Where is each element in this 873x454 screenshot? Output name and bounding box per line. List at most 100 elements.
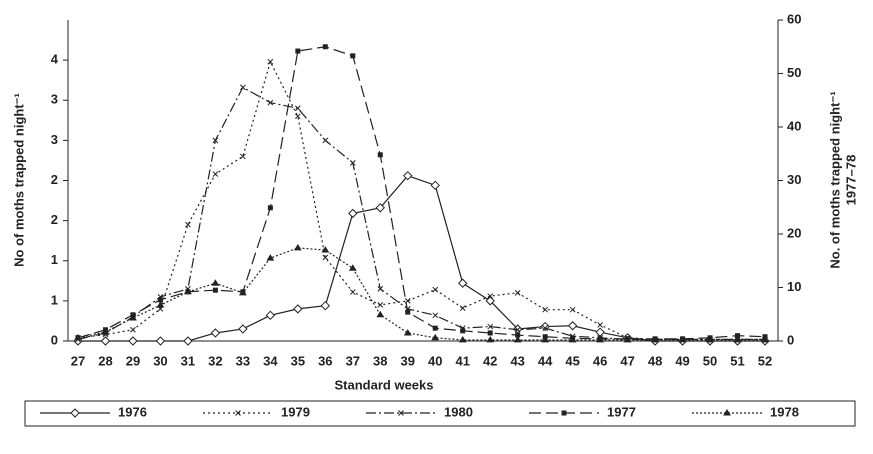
marker xyxy=(430,180,440,191)
marker xyxy=(100,336,111,346)
marker xyxy=(128,336,138,346)
legend-marker xyxy=(235,410,241,416)
marker xyxy=(403,329,412,336)
marker xyxy=(212,137,219,144)
marker xyxy=(210,328,221,338)
y2-tick-label: 0 xyxy=(787,332,794,347)
marker xyxy=(156,301,165,308)
y-axis-title: No of moths trapped night⁻¹ xyxy=(11,93,26,267)
x-tick-label: 30 xyxy=(153,353,167,368)
marker xyxy=(350,53,356,59)
x-tick-label: 32 xyxy=(208,353,222,368)
x-tick-label: 34 xyxy=(263,353,278,368)
marker xyxy=(74,333,82,341)
legend-label: 1977 xyxy=(607,404,636,419)
x-tick-label: 42 xyxy=(483,353,497,368)
marker xyxy=(458,278,468,288)
y-tick-label: 2 xyxy=(51,212,58,227)
y2-tick-label: 30 xyxy=(787,172,801,187)
marker xyxy=(212,287,218,293)
marker xyxy=(238,324,248,334)
marker xyxy=(377,285,384,292)
x-tick-label: 37 xyxy=(346,353,360,368)
marker xyxy=(130,326,136,333)
marker xyxy=(514,326,521,333)
marker xyxy=(432,325,438,331)
marker xyxy=(322,137,329,144)
marker xyxy=(212,171,219,177)
x-tick-label: 44 xyxy=(538,353,553,368)
marker xyxy=(377,152,383,158)
marker xyxy=(267,205,273,211)
marker xyxy=(293,304,303,314)
marker xyxy=(542,306,549,313)
x-tick-label: 46 xyxy=(593,353,607,368)
x-tick-label: 48 xyxy=(648,353,662,368)
x-tick-label: 51 xyxy=(730,353,744,368)
y2-tick-label: 20 xyxy=(787,225,801,240)
series-line xyxy=(77,46,766,340)
marker xyxy=(432,312,439,319)
y-tick-label: 1 xyxy=(51,252,58,267)
marker xyxy=(322,254,329,261)
marker xyxy=(238,288,247,296)
marker xyxy=(431,333,440,341)
legend-marker xyxy=(398,410,404,416)
x-tick-label: 49 xyxy=(675,353,689,368)
marker xyxy=(513,335,522,343)
y2-axis-title: 1977–78 xyxy=(843,155,858,206)
marker xyxy=(487,293,494,299)
x-tick-label: 47 xyxy=(620,353,634,368)
series-line xyxy=(77,60,765,340)
marker xyxy=(348,208,358,219)
x-axis-title: Standard weeks xyxy=(335,377,434,392)
marker xyxy=(266,254,275,261)
marker xyxy=(597,322,603,328)
marker xyxy=(183,336,193,346)
marker xyxy=(733,335,742,343)
marker xyxy=(487,323,494,330)
marker xyxy=(623,335,632,343)
marker xyxy=(595,327,605,337)
marker xyxy=(101,327,110,335)
marker xyxy=(240,153,246,160)
marker xyxy=(321,246,330,253)
marker xyxy=(293,243,302,251)
x-tick-label: 45 xyxy=(565,353,579,368)
legend-marker xyxy=(723,409,731,416)
marker xyxy=(320,300,331,311)
legend-marker xyxy=(70,408,80,418)
marker xyxy=(294,105,301,112)
legend-label: 1978 xyxy=(770,404,799,419)
marker xyxy=(240,84,246,91)
x-tick-label: 38 xyxy=(373,353,387,368)
y-tick-label: 2 xyxy=(51,172,58,187)
marker xyxy=(568,335,577,343)
x-tick-label: 28 xyxy=(98,353,112,368)
legend-label: 1979 xyxy=(281,404,310,419)
series-line xyxy=(78,174,765,342)
legend xyxy=(24,400,856,427)
marker xyxy=(761,335,769,343)
x-tick-label: 29 xyxy=(126,353,140,368)
marker xyxy=(458,335,467,343)
marker xyxy=(376,310,385,318)
y-tick-label: 4 xyxy=(51,52,59,67)
marker xyxy=(567,321,578,331)
marker xyxy=(267,99,274,106)
marker xyxy=(541,335,550,343)
marker xyxy=(487,330,493,336)
legend-marker xyxy=(561,410,567,416)
marker xyxy=(460,328,466,334)
marker xyxy=(349,289,356,295)
marker xyxy=(706,335,714,343)
marker xyxy=(432,286,439,293)
marker xyxy=(405,309,411,315)
marker xyxy=(294,113,301,120)
marker xyxy=(184,287,192,295)
marker xyxy=(375,203,385,213)
y2-axis-title: No. of moths trapped night⁻¹ xyxy=(827,91,842,268)
marker xyxy=(377,302,384,308)
marker xyxy=(349,159,356,166)
